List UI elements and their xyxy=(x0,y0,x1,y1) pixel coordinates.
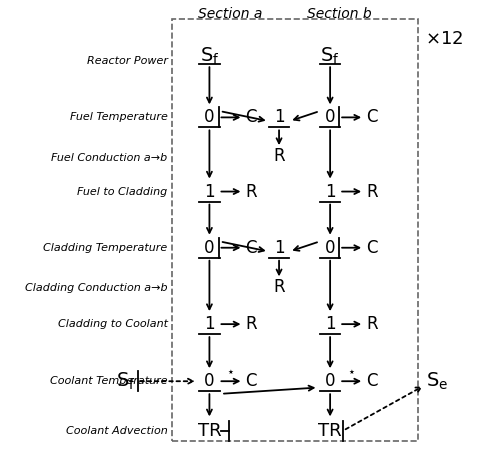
Text: 0: 0 xyxy=(204,239,214,257)
Text: $\times\mathit{12}$: $\times\mathit{12}$ xyxy=(424,30,463,48)
Text: C: C xyxy=(366,239,378,257)
Text: 0: 0 xyxy=(204,372,214,390)
Text: R: R xyxy=(366,315,378,333)
Text: R: R xyxy=(273,278,285,296)
Text: 1: 1 xyxy=(204,182,214,201)
Text: Cladding to Coolant: Cladding to Coolant xyxy=(58,319,168,329)
Text: Fuel Conduction a→b: Fuel Conduction a→b xyxy=(52,153,168,163)
Text: Coolant Temperature: Coolant Temperature xyxy=(50,376,168,386)
Text: R: R xyxy=(246,315,257,333)
Text: C: C xyxy=(366,372,378,390)
Text: $\star$: $\star$ xyxy=(347,365,355,378)
Text: 0: 0 xyxy=(325,372,336,390)
Text: R: R xyxy=(366,182,378,201)
Text: $\mathrm{S_e}$: $\mathrm{S_e}$ xyxy=(426,370,448,392)
Text: Fuel Temperature: Fuel Temperature xyxy=(70,112,168,122)
Text: $\mathrm{S_f}$: $\mathrm{S_f}$ xyxy=(320,46,340,67)
Text: 1: 1 xyxy=(204,315,214,333)
Text: Section b: Section b xyxy=(307,7,372,21)
Text: R: R xyxy=(273,147,285,165)
Text: TR: TR xyxy=(318,422,342,440)
Text: R: R xyxy=(246,182,257,201)
Text: C: C xyxy=(246,372,257,390)
Text: Section a: Section a xyxy=(198,7,262,21)
Text: C: C xyxy=(246,108,257,126)
Text: C: C xyxy=(366,108,378,126)
Text: Reactor Power: Reactor Power xyxy=(86,56,168,66)
Text: Cladding Temperature: Cladding Temperature xyxy=(44,243,168,253)
Text: 0: 0 xyxy=(204,108,214,126)
Text: 0: 0 xyxy=(325,239,336,257)
Text: Fuel to Cladding: Fuel to Cladding xyxy=(78,187,168,197)
Text: $\star$: $\star$ xyxy=(226,365,234,378)
Text: Cladding Conduction a→b: Cladding Conduction a→b xyxy=(25,283,168,293)
Text: C: C xyxy=(246,239,257,257)
Text: Coolant Advection: Coolant Advection xyxy=(66,425,168,435)
Text: 0: 0 xyxy=(325,108,336,126)
Text: $\mathrm{S_f}$: $\mathrm{S_f}$ xyxy=(200,46,219,67)
Text: 1: 1 xyxy=(274,239,284,257)
Text: $\mathrm{S_f}$: $\mathrm{S_f}$ xyxy=(116,370,136,392)
Text: 1: 1 xyxy=(325,315,336,333)
Text: TR: TR xyxy=(198,422,221,440)
Text: 1: 1 xyxy=(325,182,336,201)
Text: 1: 1 xyxy=(274,108,284,126)
